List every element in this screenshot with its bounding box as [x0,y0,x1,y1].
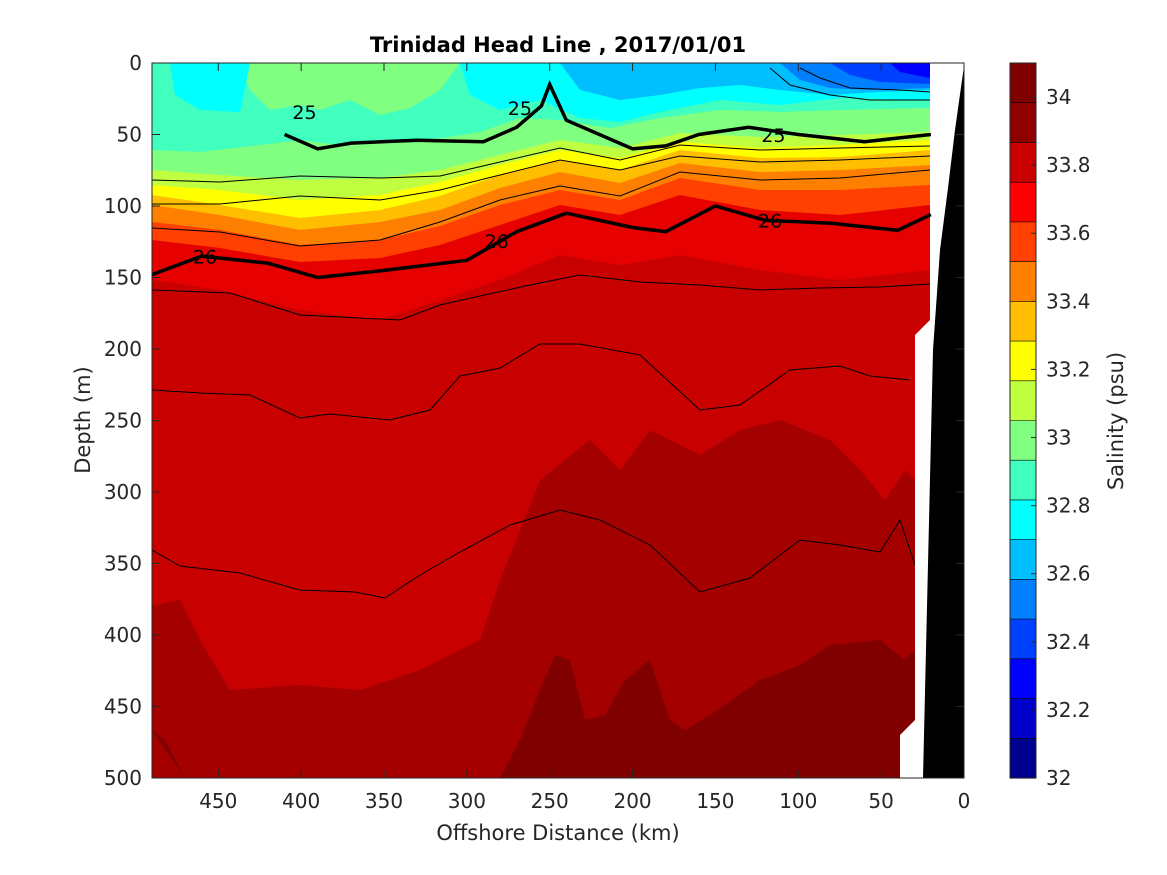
y-tick-label: 350 [104,552,142,576]
x-tick-label: 250 [531,789,569,813]
deep-saline-region [152,420,915,778]
contour-label: 25 [761,125,785,147]
x-tick-label: 450 [199,789,237,813]
chart-title: Trinidad Head Line , 2017/01/01 [370,33,746,57]
colorbar-title: Salinity (psu) [1104,352,1128,490]
x-tick-label: 400 [282,789,320,813]
contour-label: 26 [485,231,509,253]
colorbar: 34 33.8 33.6 33.4 33.2 33 32.8 32.6 32.4 32.2 32 [1009,62,1091,790]
colorbar-tick-label: 33.2 [1046,357,1091,381]
colorbar-tick-label: 32.8 [1046,494,1091,518]
contour-label: 25 [292,102,316,124]
deepest-saline-region [152,640,915,778]
colorbar-segment [1010,380,1036,422]
contour-label: 26 [758,211,782,233]
colorbar-segment [1010,619,1036,660]
colorbar-frame [1009,62,1037,779]
y-tick-label: 50 [117,123,142,147]
colorbar-tick-label: 32 [1046,766,1071,790]
x-tick-label: 300 [448,789,486,813]
x-axis-title: Offshore Distance (km) [436,821,679,845]
x-tick-label: 150 [696,789,734,813]
colorbar-segment [1010,341,1036,382]
contour-label: 26 [193,246,217,268]
contour-label: 25 [508,98,532,120]
colorbar-tick-label: 33.8 [1046,153,1091,177]
colorbar-segment [1010,658,1036,700]
colorbar-segment [1010,499,1036,541]
colorbar-segment [1010,420,1036,461]
colorbar-segment [1010,579,1036,620]
density-contours [152,80,932,280]
shelf-bathymetry [923,66,964,778]
colorbar-tick-label: 33 [1046,426,1071,450]
y-tick-label: 500 [104,766,142,790]
y-tick-label: 450 [104,695,142,719]
colorbar-tick-label: 32.2 [1046,698,1091,722]
y-tick-label: 100 [104,194,142,218]
y-axis: 0 50 100 150 200 250 300 350 400 450 500 [104,51,964,790]
y-tick-label: 150 [104,266,142,290]
x-tick-label: 100 [779,789,817,813]
surface-darkest-blue [890,63,930,78]
plot-area [152,63,964,778]
x-tick-label: 200 [613,789,651,813]
contour-labels: 25 25 25 26 26 26 [193,98,786,269]
colorbar-segment [1010,261,1036,302]
thin-contours [152,67,931,599]
colorbar-segment [1010,182,1036,223]
y-tick-label: 300 [104,480,142,504]
colorbar-tick-label: 33.6 [1046,221,1091,245]
colorbar-segment [1010,698,1036,739]
colorbar-tick-label: 32.4 [1046,630,1091,654]
x-tick-label: 50 [868,789,893,813]
colorbar-tick-label: 32.6 [1046,562,1091,586]
colorbar-segment [1010,460,1036,501]
colorbar-tick-label: 34 [1046,85,1071,109]
y-tick-label: 400 [104,623,142,647]
colorbar-segment [1010,142,1036,183]
colorbar-segment [1010,301,1036,342]
colorbar-tick-label: 33.4 [1046,289,1091,313]
colorbar-segment [1010,102,1036,144]
x-tick-label: 0 [958,789,971,813]
y-tick-label: 250 [104,409,142,433]
x-tick-label: 350 [365,789,403,813]
density-contour-25 [283,80,932,151]
colorbar-segment [1010,221,1036,263]
surface-green-patch [240,63,460,115]
y-tick-label: 0 [129,51,142,75]
colorbar-segment [1010,738,1036,779]
y-axis-title: Depth (m) [71,366,95,473]
density-contour-26 [152,204,932,280]
y-tick-label: 200 [104,337,142,361]
x-axis: 450 400 350 300 250 200 150 100 50 0 [199,63,970,813]
